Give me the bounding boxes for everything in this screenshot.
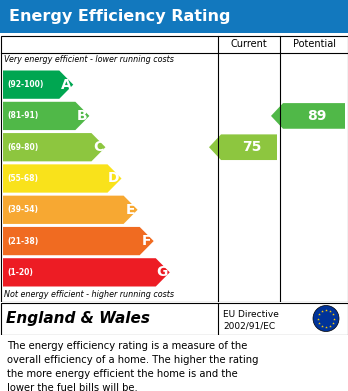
Polygon shape — [3, 70, 73, 99]
Text: EU Directive: EU Directive — [223, 310, 279, 319]
Polygon shape — [3, 164, 121, 193]
Text: England & Wales: England & Wales — [6, 311, 150, 326]
Text: (1-20): (1-20) — [7, 268, 33, 277]
Text: The energy efficiency rating is a measure of the
overall efficiency of a home. T: The energy efficiency rating is a measur… — [7, 341, 259, 391]
Text: (39-54): (39-54) — [7, 205, 38, 214]
Polygon shape — [209, 135, 277, 160]
Text: Potential: Potential — [293, 39, 335, 49]
Text: Current: Current — [231, 39, 267, 49]
Text: 75: 75 — [242, 140, 262, 154]
Polygon shape — [271, 103, 345, 129]
Text: B: B — [77, 109, 87, 123]
Polygon shape — [3, 258, 170, 287]
Text: (55-68): (55-68) — [7, 174, 38, 183]
Polygon shape — [3, 227, 154, 255]
Text: Very energy efficient - lower running costs: Very energy efficient - lower running co… — [4, 55, 174, 64]
Text: D: D — [108, 172, 119, 185]
Text: 89: 89 — [307, 109, 327, 123]
Text: (21-38): (21-38) — [7, 237, 38, 246]
Text: (92-100): (92-100) — [7, 80, 44, 89]
Text: Not energy efficient - higher running costs: Not energy efficient - higher running co… — [4, 290, 174, 299]
Text: E: E — [126, 203, 136, 217]
Text: (69-80): (69-80) — [7, 143, 38, 152]
Text: C: C — [93, 140, 103, 154]
Text: Energy Efficiency Rating: Energy Efficiency Rating — [9, 9, 230, 24]
Polygon shape — [3, 196, 137, 224]
Text: 2002/91/EC: 2002/91/EC — [223, 321, 275, 330]
Polygon shape — [3, 133, 105, 161]
Text: F: F — [142, 234, 152, 248]
Circle shape — [313, 305, 339, 332]
Text: (81-91): (81-91) — [7, 111, 38, 120]
Polygon shape — [3, 102, 89, 130]
Text: A: A — [61, 78, 71, 91]
Text: G: G — [156, 265, 168, 279]
